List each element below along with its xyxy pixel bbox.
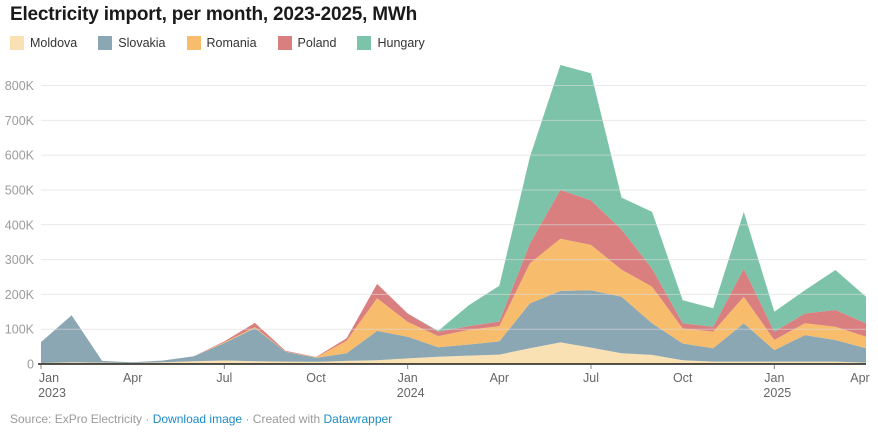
x-axis-year-label: 2023 <box>38 386 66 400</box>
stacked-area-chart: 0100K200K300K400K500K600K700K800KJan2023… <box>5 65 870 400</box>
legend-item-moldova: Moldova <box>10 36 77 50</box>
area-moldova <box>41 342 866 364</box>
legend-swatch-hungary <box>357 36 372 50</box>
y-axis-label: 500K <box>5 183 35 197</box>
legend-item-romania: Romania <box>186 36 257 50</box>
y-axis-label: 300K <box>5 253 35 267</box>
legend-label: Hungary <box>377 36 425 50</box>
legend-label: Romania <box>206 36 257 50</box>
legend-swatch-slovakia <box>98 36 113 50</box>
y-axis-label: 200K <box>5 288 35 302</box>
legend-label: Poland <box>297 36 337 50</box>
x-axis-label: Jul <box>216 371 232 385</box>
legend-item-slovakia: Slovakia <box>98 36 166 50</box>
x-axis-label: Jul <box>583 371 599 385</box>
y-axis-label: 100K <box>5 323 35 337</box>
y-axis-label: 0 <box>27 358 34 372</box>
page-footer: Source: ExPro Electricity · Download ima… <box>10 412 392 426</box>
y-axis-label: 600K <box>5 149 35 163</box>
area-slovakia <box>41 290 866 363</box>
legend-item-poland: Poland <box>277 36 337 50</box>
download-image-link[interactable]: Download image <box>152 412 243 426</box>
legend-label: Slovakia <box>118 36 166 50</box>
x-axis-year-label: 2024 <box>397 386 425 400</box>
x-axis-label: Apr <box>123 371 142 385</box>
x-axis-label: Jan <box>39 371 59 385</box>
y-axis-label: 800K <box>5 79 35 93</box>
legend-swatch-poland <box>277 36 292 50</box>
y-axis-label: 400K <box>5 218 35 232</box>
x-axis-label: Oct <box>673 371 693 385</box>
x-axis-label: Apr <box>490 371 509 385</box>
x-axis-label: Oct <box>306 371 326 385</box>
footer-separator: · <box>242 412 253 426</box>
chart-legend: Moldova Slovakia Romania Poland Hungary <box>10 36 425 50</box>
legend-swatch-romania <box>186 36 201 50</box>
x-axis-label: Jan <box>398 371 418 385</box>
x-axis-year-label: 2025 <box>763 386 791 400</box>
legend-swatch-moldova <box>10 36 24 50</box>
footer-separator: · <box>142 412 153 426</box>
legend-label: Moldova <box>30 36 78 50</box>
created-with-text: Created with <box>252 412 324 426</box>
datawrapper-link[interactable]: Datawrapper <box>323 412 393 426</box>
legend-item-hungary: Hungary <box>357 36 425 50</box>
chart-title: Electricity import, per month, 2023-2025… <box>10 4 417 25</box>
x-axis-label: Jan <box>764 371 784 385</box>
source-text: Source: ExPro Electricity <box>10 412 143 426</box>
x-axis-label: Apr <box>850 371 869 385</box>
y-axis-label: 700K <box>5 114 35 128</box>
area-romania <box>41 238 866 363</box>
